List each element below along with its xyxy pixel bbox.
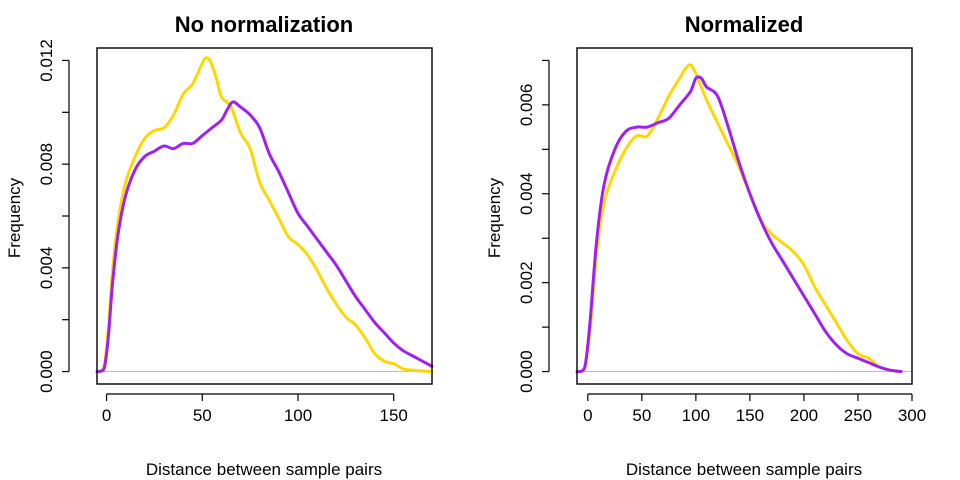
- x-tick-label: 150: [736, 406, 764, 425]
- x-tick-label: 100: [284, 406, 312, 425]
- y-tick-label: 0.012: [37, 39, 56, 82]
- y-tick-label: 0.000: [517, 350, 536, 393]
- plot-frame: [576, 47, 913, 385]
- chart-title: Normalized: [685, 12, 804, 37]
- x-axis-label: Distance between sample pairs: [626, 460, 862, 479]
- x-tick-label: 300: [898, 406, 926, 425]
- y-tick-label: 0.004: [517, 173, 536, 216]
- series-line-2: [95, 100, 434, 374]
- y-tick-label: 0.002: [517, 261, 536, 304]
- x-tick-label: 0: [583, 406, 592, 425]
- panel-no-normalization: No normalization Distance between sample…: [5, 12, 434, 479]
- y-tick-label: 0.006: [517, 84, 536, 127]
- x-tick-label: 250: [844, 406, 872, 425]
- plot-area: 0 50 100 150 200 250 300 0.000 0.002 0.004 0.006: [517, 47, 926, 425]
- x-tick-label: 200: [790, 406, 818, 425]
- y-tick-label: 0.000: [37, 350, 56, 393]
- series-line-1: [95, 56, 434, 374]
- y-tick-label: 0.004: [37, 247, 56, 290]
- panel-normalized: Normalized Distance between sample pairs…: [485, 12, 926, 479]
- chart-title: No normalization: [175, 12, 353, 37]
- x-tick-label: 0: [102, 406, 111, 425]
- y-axis-label: Frequency: [485, 177, 504, 258]
- y-tick-label: 0.008: [37, 143, 56, 186]
- x-tick-label: 50: [632, 406, 651, 425]
- x-tick-label: 50: [193, 406, 212, 425]
- plot-area: 0 50 100 150 0.000 0.004 0.008 0.012: [37, 39, 434, 425]
- x-tick-label: 150: [380, 406, 408, 425]
- x-tick-label: 100: [682, 406, 710, 425]
- x-axis-label: Distance between sample pairs: [146, 460, 382, 479]
- series-line-2: [575, 75, 903, 374]
- series-line-1: [575, 63, 903, 374]
- plot-frame: [96, 47, 433, 385]
- y-axis-label: Frequency: [5, 177, 24, 258]
